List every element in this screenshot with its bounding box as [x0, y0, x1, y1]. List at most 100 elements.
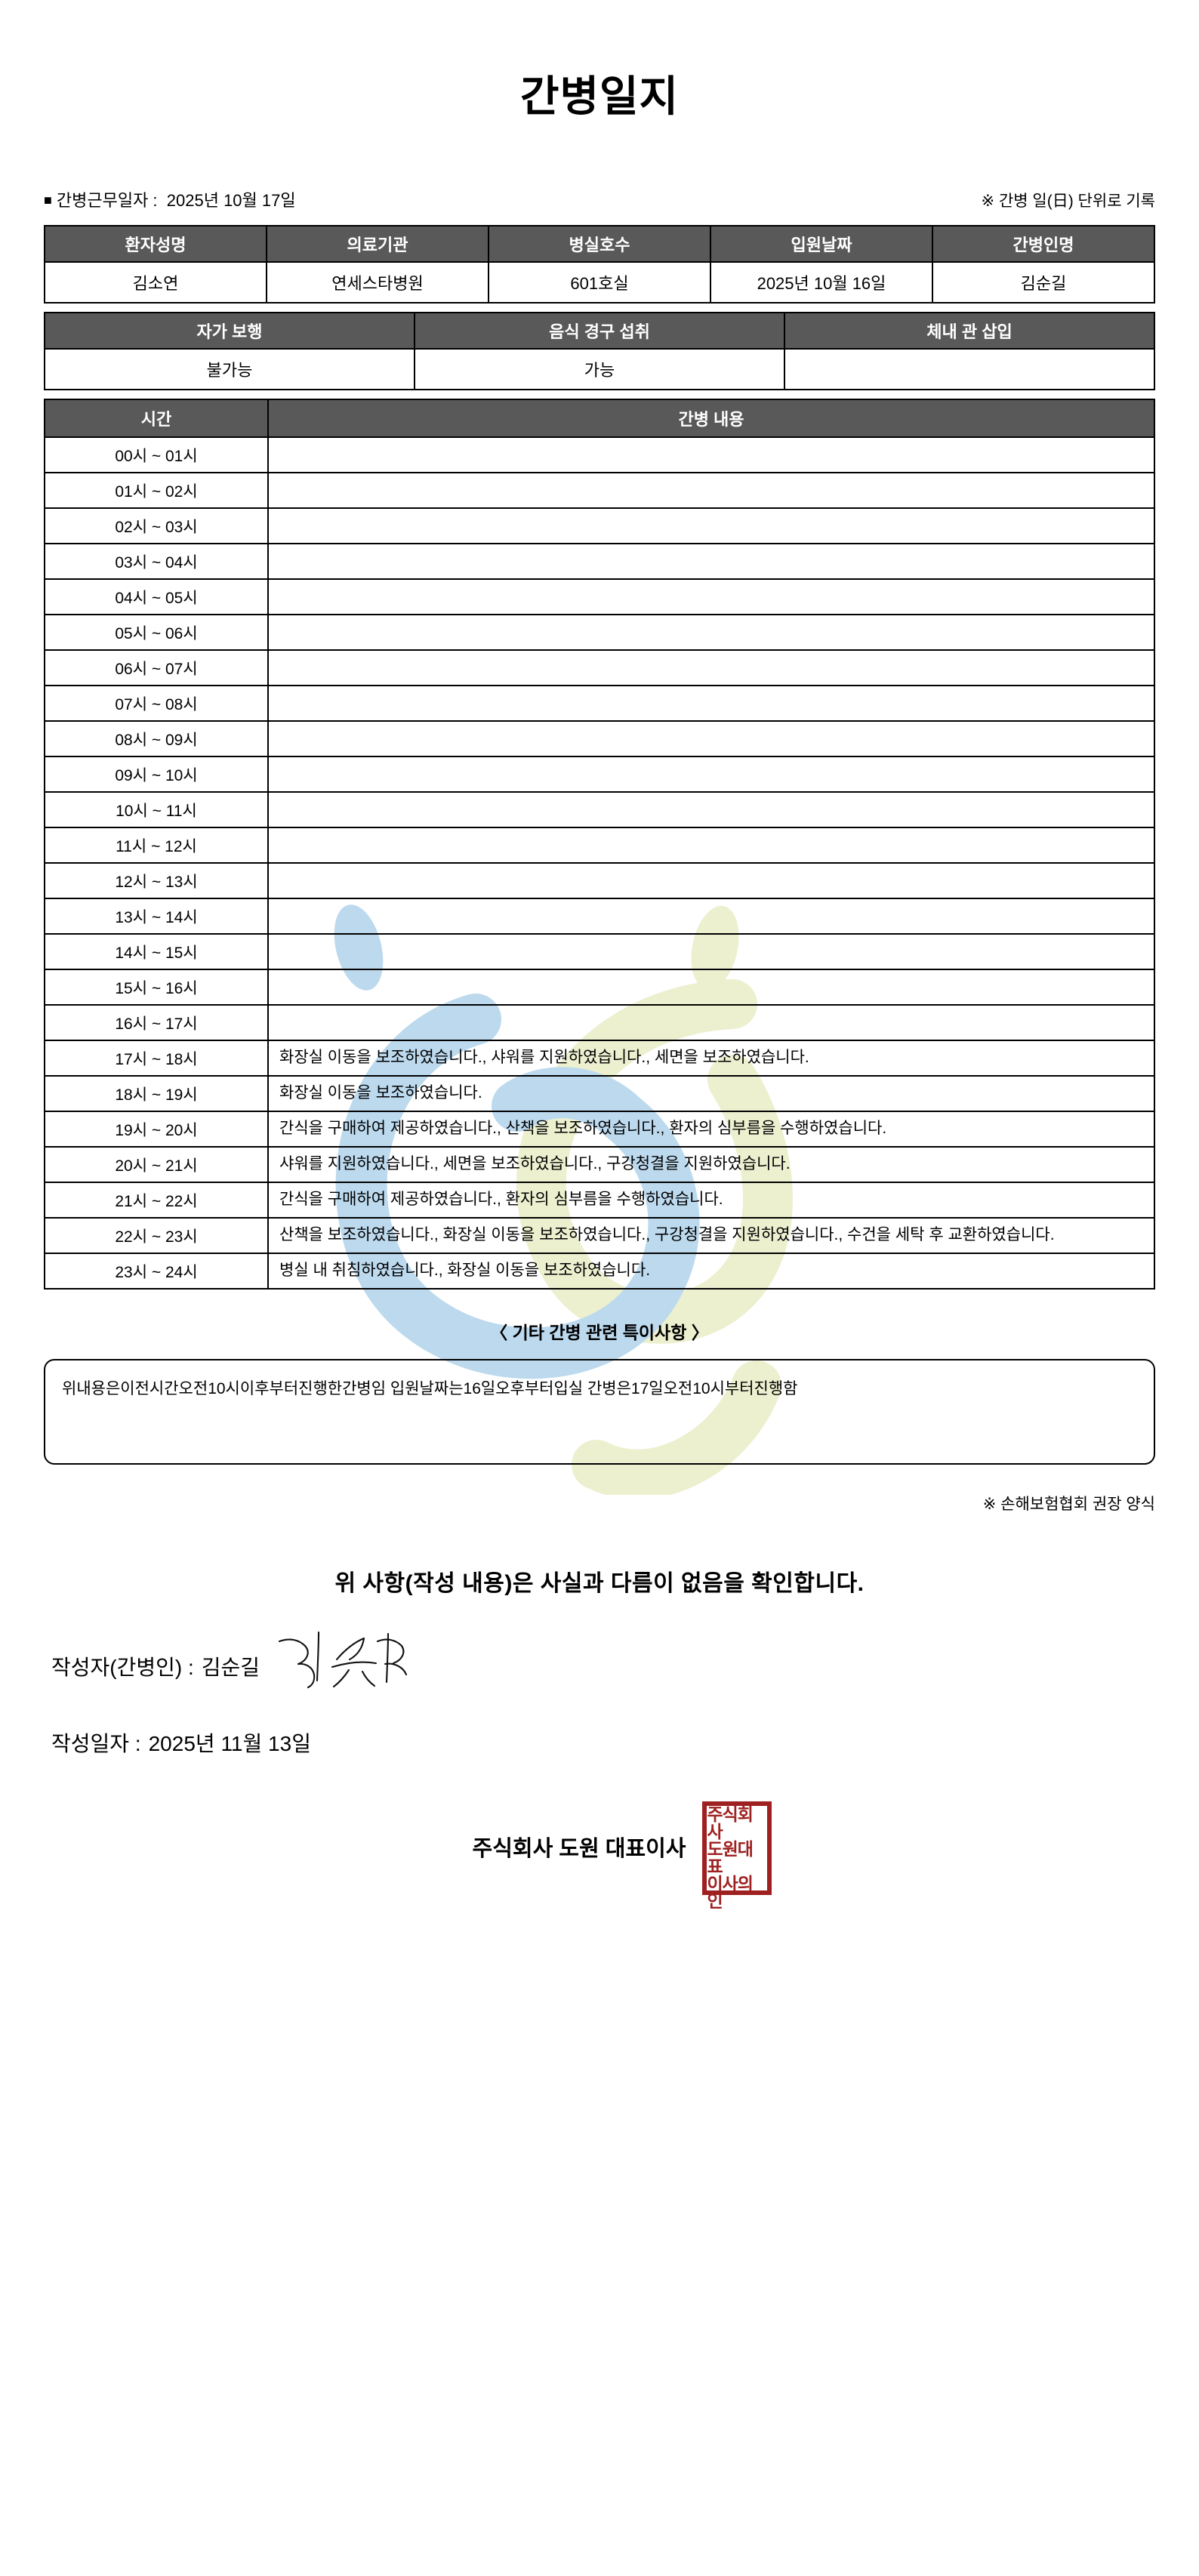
cell-care-content[interactable]: [267, 862, 1155, 899]
col-header-care-content: 간병 내용: [267, 399, 1155, 438]
table-row: 09시 ~ 10시: [44, 756, 1155, 793]
work-date-label: 간병근무일자 :: [56, 191, 158, 210]
table-row: 14시 ~ 15시: [44, 933, 1155, 970]
cell-care-content[interactable]: [267, 756, 1155, 793]
date-label: 작성일자 :: [51, 1732, 141, 1755]
work-date-line: ■ 간병근무일자 : 2025년 10월 17일: [44, 187, 296, 211]
square-bullet-icon: ■: [44, 193, 52, 208]
cell-time: 19시 ~ 20시: [44, 1111, 269, 1148]
cell-care-content[interactable]: [267, 685, 1155, 722]
cell-care-content[interactable]: [267, 472, 1155, 509]
table-row: 02시 ~ 03시: [44, 507, 1155, 544]
value-oral-intake: 가능: [414, 348, 785, 390]
table-row: 15시 ~ 16시: [44, 969, 1155, 1006]
notes-title: 〈 기타 간병 관련 특이사항 〉: [490, 1323, 709, 1342]
cell-time: 12시 ~ 13시: [44, 862, 269, 899]
table-row: 21시 ~ 22시 간식을 구매하여 제공하였습니다., 환자의 심부름을 수행하…: [44, 1182, 1155, 1219]
col-header-admission-date: 입원날짜: [710, 225, 933, 263]
cell-time: 03시 ~ 04시: [44, 543, 269, 580]
col-header-time: 시간: [44, 399, 269, 438]
table-spacer: [44, 304, 1155, 312]
cell-time: 00시 ~ 01시: [44, 436, 269, 473]
handwritten-signature: [273, 1629, 417, 1694]
col-header-room-number: 병실호수: [488, 225, 711, 263]
cell-time: 18시 ~ 19시: [44, 1075, 269, 1112]
value-admission-date: 2025년 10월 16일: [710, 261, 933, 304]
table-row: 16시 ~ 17시: [44, 1004, 1155, 1041]
cell-care-content[interactable]: 산책을 보조하였습니다., 화장실 이동을 보조하였습니다., 구강청결을 지원…: [267, 1217, 1155, 1254]
cell-care-content[interactable]: [267, 969, 1155, 1006]
cell-care-content[interactable]: [267, 543, 1155, 580]
table-row: 23시 ~ 24시 병실 내 취침하였습니다., 화장실 이동을 보조하였습니다.: [44, 1253, 1155, 1290]
table-row: 13시 ~ 14시: [44, 898, 1155, 935]
author-value: 김순길: [201, 1656, 260, 1679]
col-header-hospital: 의료기관: [266, 225, 489, 263]
cell-care-content[interactable]: 간식을 구매하여 제공하였습니다., 산책을 보조하였습니다., 환자의 심부름…: [267, 1111, 1155, 1148]
table-row: 20시 ~ 21시 샤워를 지원하였습니다., 세면을 보조하였습니다., 구강청…: [44, 1146, 1155, 1183]
col-header-oral-intake: 음식 경구 섭취: [414, 312, 785, 350]
company-seal-stamp: 주식회사 도원대표 이사의인: [702, 1801, 772, 1910]
col-header-caregiver-name: 간병인명: [932, 225, 1155, 263]
cell-care-content[interactable]: 병실 내 취침하였습니다., 화장실 이동을 보조하였습니다.: [267, 1253, 1155, 1290]
cell-care-content[interactable]: [267, 791, 1155, 828]
stamp-line-3: 이사의인: [707, 1874, 753, 1911]
cell-time: 02시 ~ 03시: [44, 507, 269, 544]
table-row: 05시 ~ 06시: [44, 614, 1155, 651]
table-row: 03시 ~ 04시: [44, 543, 1155, 580]
cell-care-content[interactable]: [267, 898, 1155, 935]
cell-care-content[interactable]: [267, 827, 1155, 864]
notes-box[interactable]: 위내용은이전시간오전10시이후부터진행한간병임 입원날짜는16일오후부터입실 간…: [44, 1359, 1155, 1465]
table-row: 08시 ~ 09시: [44, 720, 1155, 757]
document-page: 간병일지 ■ 간병근무일자 : 2025년 10월 17일 ※ 간병 일(日) 단…: [44, 75, 1155, 1910]
cell-time: 05시 ~ 06시: [44, 614, 269, 651]
table-row: 10시 ~ 11시: [44, 791, 1155, 828]
cell-time: 14시 ~ 15시: [44, 933, 269, 970]
cell-care-content[interactable]: 샤워를 지원하였습니다., 세면을 보조하였습니다., 구강청결을 지원하였습니…: [267, 1146, 1155, 1183]
cell-time: 11시 ~ 12시: [44, 827, 269, 864]
cell-time: 23시 ~ 24시: [44, 1253, 269, 1290]
cell-time: 21시 ~ 22시: [44, 1182, 269, 1219]
patient-table-header-row: 환자성명 의료기관 병실호수 입원날짜 간병인명: [44, 225, 1155, 263]
hourly-care-table: 시간 간병 내용 00시 ~ 01시 01시 ~ 02시 02시 ~ 03시 03시 …: [44, 399, 1155, 1290]
cell-time: 08시 ~ 09시: [44, 720, 269, 757]
cell-care-content[interactable]: [267, 720, 1155, 757]
confirmation-statement: 위 사항(작성 내용)은 사실과 다름이 없음을 확인합니다.: [334, 1571, 865, 1596]
company-signature-row: 주식회사 도원 대표이사 주식회사 도원대표 이사의인: [44, 1800, 1155, 1910]
cell-care-content[interactable]: 화장실 이동을 보조하였습니다.: [267, 1075, 1155, 1112]
cell-time: 09시 ~ 10시: [44, 756, 269, 793]
date-value: 2025년 11월 13일: [148, 1732, 311, 1755]
date-row: 작성일자 : 2025년 11월 13일: [51, 1727, 1155, 1758]
cell-care-content[interactable]: [267, 507, 1155, 544]
cell-care-content[interactable]: [267, 649, 1155, 686]
cell-care-content[interactable]: [267, 614, 1155, 651]
cell-care-content[interactable]: [267, 933, 1155, 970]
table-row: 06시 ~ 07시: [44, 649, 1155, 686]
table-row: 00시 ~ 01시: [44, 436, 1155, 473]
value-hospital: 연세스타병원: [266, 261, 489, 304]
hourly-table-header-row: 시간 간병 내용: [44, 399, 1155, 438]
unit-note: ※ 간병 일(日) 단위로 기록: [981, 193, 1155, 210]
cell-care-content[interactable]: [267, 1004, 1155, 1041]
value-self-walk: 불가능: [44, 348, 415, 390]
table-row: 17시 ~ 18시 화장실 이동을 보조하였습니다., 샤워를 지원하였습니다.,…: [44, 1040, 1155, 1077]
cell-time: 13시 ~ 14시: [44, 898, 269, 935]
signature-block: 작성자(간병인) : 김순길: [51, 1631, 1155, 1758]
col-header-tube-insertion: 체내 관 삽입: [784, 312, 1155, 350]
cell-care-content[interactable]: 화장실 이동을 보조하였습니다., 샤워를 지원하였습니다., 세면을 보조하였…: [267, 1040, 1155, 1077]
cell-time: 17시 ~ 18시: [44, 1040, 269, 1077]
table-row: 01시 ~ 02시: [44, 472, 1155, 509]
cell-care-content[interactable]: 간식을 구매하여 제공하였습니다., 환자의 심부름을 수행하였습니다.: [267, 1182, 1155, 1219]
value-patient-name: 김소연: [44, 261, 267, 304]
table-row: 12시 ~ 13시: [44, 862, 1155, 899]
cell-care-content[interactable]: [267, 436, 1155, 473]
hourly-table-body: 00시 ~ 01시 01시 ~ 02시 02시 ~ 03시 03시 ~ 04시 04시 …: [44, 436, 1155, 1290]
cell-time: 07시 ~ 08시: [44, 685, 269, 722]
meta-row: ■ 간병근무일자 : 2025년 10월 17일 ※ 간병 일(日) 단위로 기록: [44, 187, 1155, 211]
form-credit: ※ 손해보험협회 권장 양식: [982, 1496, 1155, 1513]
cell-care-content[interactable]: [267, 578, 1155, 615]
work-date-value: 2025년 10월 17일: [166, 191, 296, 210]
cell-time: 10시 ~ 11시: [44, 791, 269, 828]
company-name: 주식회사 도원 대표이사: [472, 1837, 686, 1861]
cell-time: 06시 ~ 07시: [44, 649, 269, 686]
table-row: 07시 ~ 08시: [44, 685, 1155, 722]
